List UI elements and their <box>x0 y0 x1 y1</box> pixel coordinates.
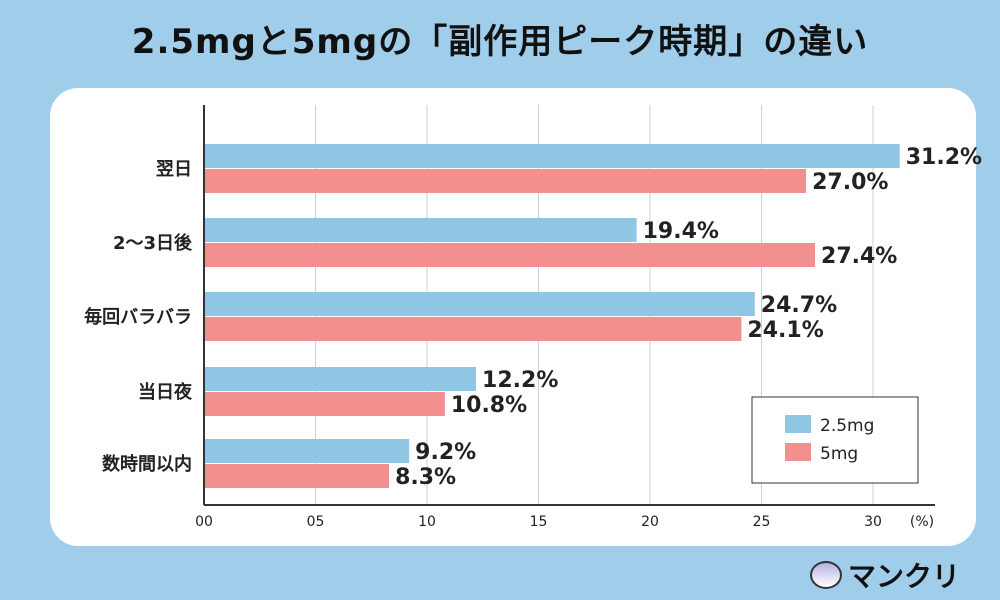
data-label: 27.4% <box>821 244 897 269</box>
x-tick-label: 00 <box>195 514 213 530</box>
legend-label: 2.5mg <box>820 416 874 436</box>
data-label: 27.0% <box>812 170 888 195</box>
data-label: 19.4% <box>643 219 719 244</box>
data-label: 12.2% <box>482 368 558 393</box>
bar-chart: 00 05 10 15 20 25 30 (%) 翌日 31.2% 27.0% 2〜3日後 19.4% 2… <box>84 105 982 530</box>
category-label: 数時間以内 <box>102 453 192 475</box>
logo-text: マンクリ <box>848 560 961 593</box>
data-label: 24.7% <box>761 293 837 318</box>
mascot-icon <box>810 561 842 589</box>
page-title: 2.5mgと5mgの「副作用ピーク時期」の違い <box>131 22 869 62</box>
bar <box>204 317 742 341</box>
x-tick-label: 10 <box>418 514 436 530</box>
bar <box>204 144 900 168</box>
x-tick-label: 05 <box>307 514 325 530</box>
bar <box>204 367 477 391</box>
legend-swatch <box>785 443 811 461</box>
bar <box>204 292 755 316</box>
category-label: 毎回バラバラ <box>84 306 192 328</box>
category-label: 2〜3日後 <box>113 232 193 254</box>
bar <box>204 392 445 416</box>
legend <box>751 396 919 484</box>
x-tick-label: 30 <box>864 514 882 530</box>
category-label: 当日夜 <box>138 381 193 403</box>
logo: マンクリ <box>810 555 960 595</box>
data-label: 24.1% <box>747 318 823 343</box>
x-tick-label: 20 <box>641 514 659 530</box>
data-label: 31.2% <box>906 145 982 170</box>
legend-swatch <box>785 415 811 433</box>
bar <box>204 169 807 193</box>
bar <box>204 464 390 488</box>
bar <box>204 243 816 267</box>
bar <box>204 439 410 463</box>
category-label: 翌日 <box>156 159 192 180</box>
x-unit-label: (%) <box>910 514 934 530</box>
data-label: 10.8% <box>451 393 527 418</box>
legend-label: 5mg <box>820 444 858 464</box>
x-tick-label: 15 <box>530 514 548 530</box>
x-tick-label: 25 <box>753 514 771 530</box>
bar <box>204 218 637 242</box>
data-label: 8.3% <box>395 465 456 490</box>
data-label: 9.2% <box>415 440 476 465</box>
